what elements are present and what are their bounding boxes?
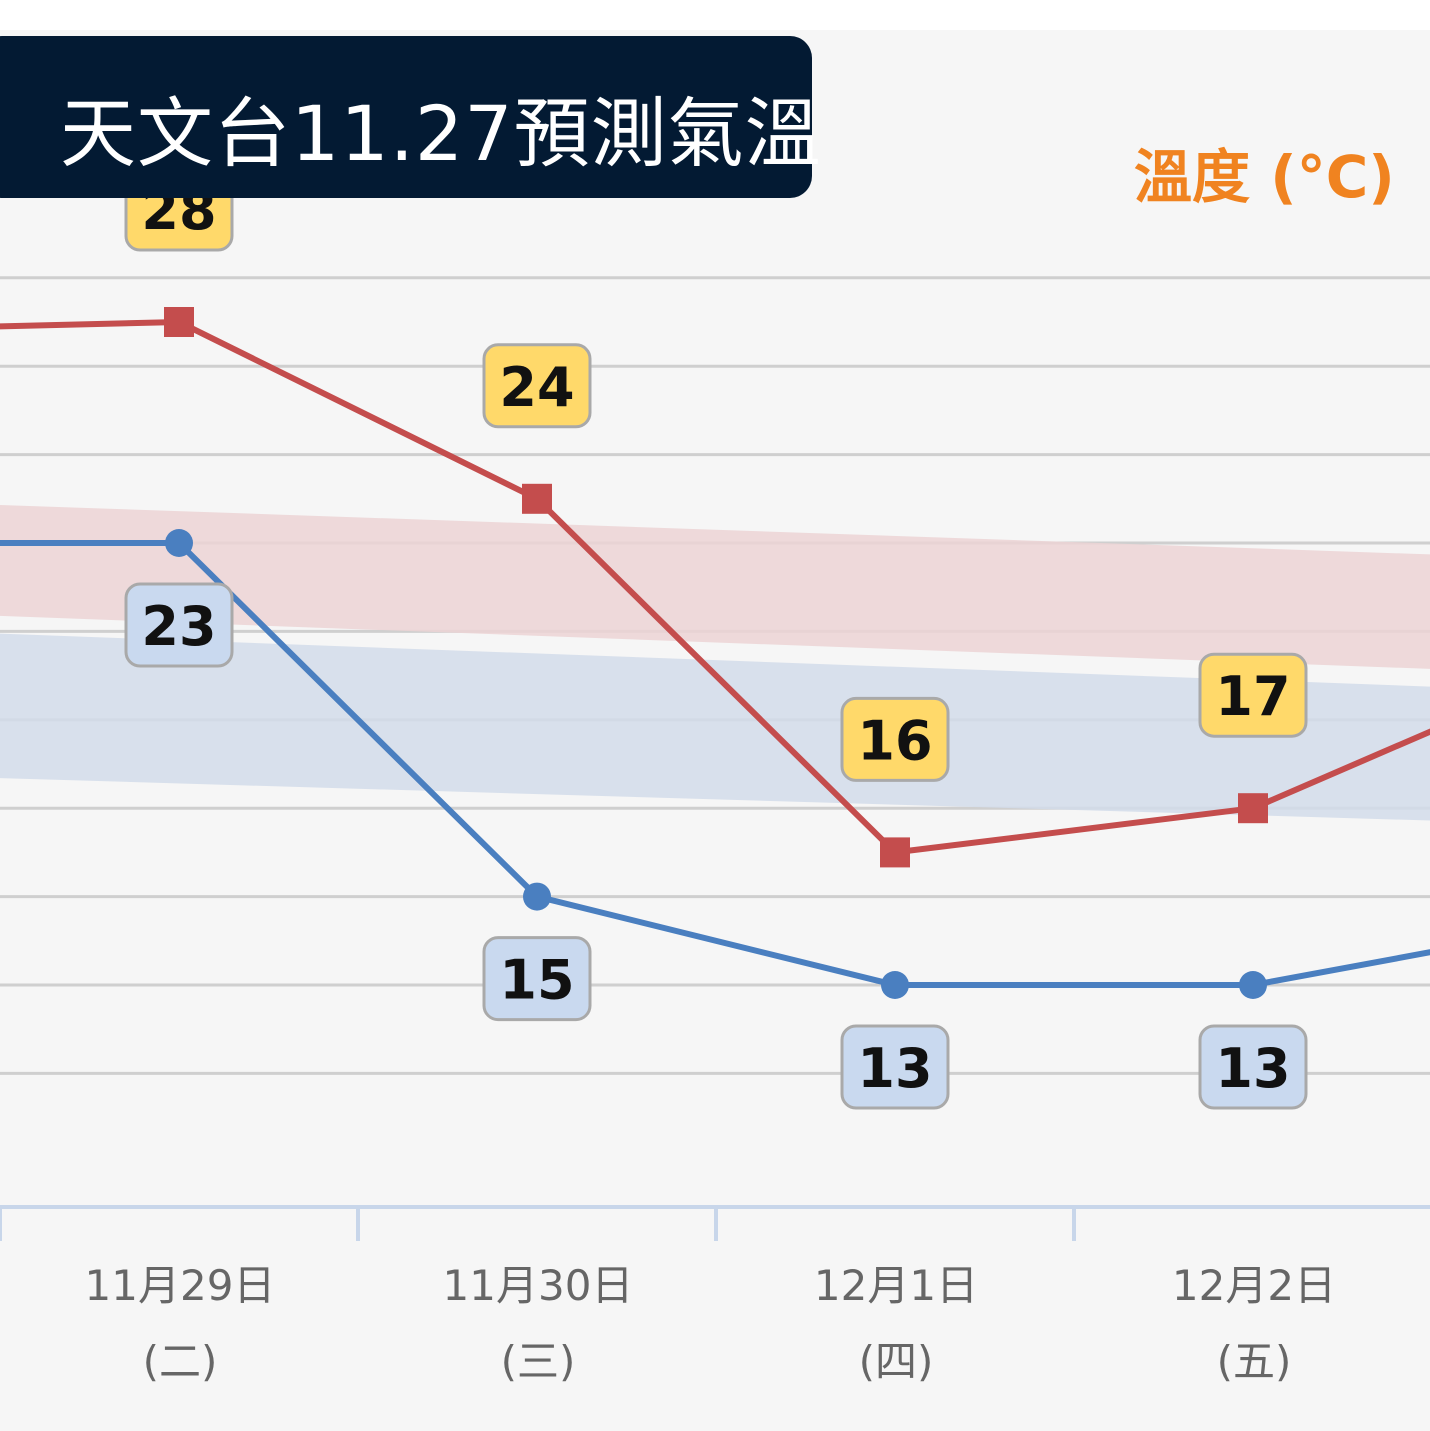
high-normal-band (0, 504, 1430, 669)
high-data-label-box (482, 343, 592, 429)
low-point (165, 529, 193, 557)
low-series-line (0, 540, 1430, 988)
high-data-label: 24 (499, 356, 574, 419)
x-tick-label: 12月1日 (813, 1261, 979, 1310)
low-data-label-box (840, 1024, 950, 1110)
high-point (522, 483, 552, 514)
low-data-label-box (124, 582, 234, 668)
high-series-line (0, 319, 1430, 856)
low-data-label: 13 (857, 1037, 932, 1100)
low-point (523, 882, 551, 911)
x-tick-label: 12月2日 (1171, 1261, 1337, 1310)
high-data-label-box (840, 696, 950, 782)
chart-title: 天文台11.27預測氣溫 (60, 89, 822, 178)
high-data-label-box (1198, 652, 1308, 738)
low-data-label: 15 (499, 949, 574, 1012)
low-data-label: 13 (1215, 1037, 1290, 1100)
x-weekday-label: (五) (1216, 1337, 1292, 1386)
x-tick-label: 11月30日 (442, 1261, 634, 1310)
high-data-label: 17 (1215, 665, 1290, 728)
low-data-label-box (1198, 1024, 1308, 1110)
low-normal-band (0, 633, 1430, 821)
low-data-label: 23 (141, 595, 216, 658)
x-tick-label: 11月29日 (84, 1261, 276, 1310)
high-point (880, 837, 910, 868)
high-point (1238, 793, 1268, 824)
low-point (1239, 971, 1267, 999)
chart-area: 28 24 16 17 23 15 13 13 (0, 30, 1430, 1431)
x-weekday-label: (四) (858, 1337, 934, 1386)
high-data-label: 16 (857, 709, 932, 772)
high-point (164, 307, 194, 337)
x-weekday-label: (三) (500, 1337, 576, 1386)
x-weekday-label: (二) (142, 1337, 218, 1386)
y-axis-unit-label: 溫度 (°C) (1134, 143, 1395, 211)
low-data-label-box (482, 936, 592, 1022)
low-point (881, 971, 909, 999)
title-box (0, 36, 812, 198)
